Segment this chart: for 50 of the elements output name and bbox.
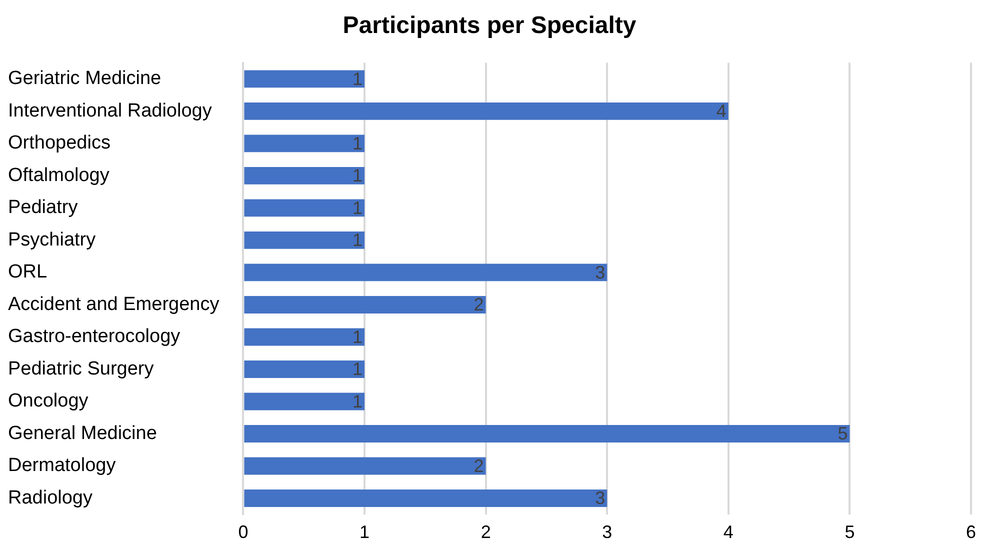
data-label: 1 xyxy=(352,133,363,154)
data-label: 1 xyxy=(352,359,363,380)
x-tick-label: 6 xyxy=(966,522,976,542)
chart-title: Participants per Specialty xyxy=(342,12,637,40)
y-tick-label: Interventional Radiology xyxy=(8,100,212,122)
x-tick-label: 5 xyxy=(844,522,855,542)
y-tick-label: Dermatology xyxy=(8,455,116,476)
x-tick-label: 3 xyxy=(602,522,612,542)
data-label: 1 xyxy=(352,230,363,250)
data-label: 2 xyxy=(474,456,484,476)
x-tick-label: 0 xyxy=(238,522,248,542)
x-tick-label: 2 xyxy=(480,522,491,542)
data-label: 5 xyxy=(838,424,848,444)
data-label: 1 xyxy=(352,326,363,347)
bar xyxy=(244,296,486,314)
bar xyxy=(244,328,365,346)
bar xyxy=(244,102,728,120)
x-tick-label: 1 xyxy=(360,522,370,542)
bar xyxy=(244,232,365,249)
bar xyxy=(244,457,486,475)
data-label: 1 xyxy=(352,391,363,412)
bar xyxy=(244,425,850,442)
bar xyxy=(244,360,365,378)
y-tick-label: General Medicine xyxy=(8,422,157,444)
y-tick-label: Oftalmology xyxy=(8,164,110,186)
y-tick-label: Pediatry xyxy=(8,197,78,218)
bar xyxy=(244,392,365,410)
bar xyxy=(244,166,365,184)
data-label: 1 xyxy=(352,198,363,218)
y-tick-label: Pediatric Surgery xyxy=(8,358,154,380)
bar xyxy=(244,134,365,152)
y-tick-label: ORL xyxy=(8,262,48,283)
data-label: 1 xyxy=(352,166,363,186)
data-label: 4 xyxy=(716,101,726,122)
bar xyxy=(244,70,365,88)
bar xyxy=(244,264,608,282)
y-tick-label: Radiology xyxy=(8,488,93,509)
bar xyxy=(244,490,608,507)
y-tick-label: Psychiatry xyxy=(8,229,96,250)
data-label: 2 xyxy=(474,294,484,315)
y-tick-label: Geriatric Medicine xyxy=(8,68,162,90)
y-tick-label: Accident and Emergency xyxy=(8,294,220,315)
x-tick-label: 4 xyxy=(723,522,734,542)
data-label: 3 xyxy=(595,488,606,508)
bar xyxy=(244,199,365,217)
y-tick-label: Oncology xyxy=(8,390,89,412)
y-tick-label: Orthopedics xyxy=(8,132,110,154)
y-tick-label: Gastro-enterocology xyxy=(8,326,181,348)
data-label: 3 xyxy=(595,262,606,282)
data-label: 1 xyxy=(352,68,363,89)
